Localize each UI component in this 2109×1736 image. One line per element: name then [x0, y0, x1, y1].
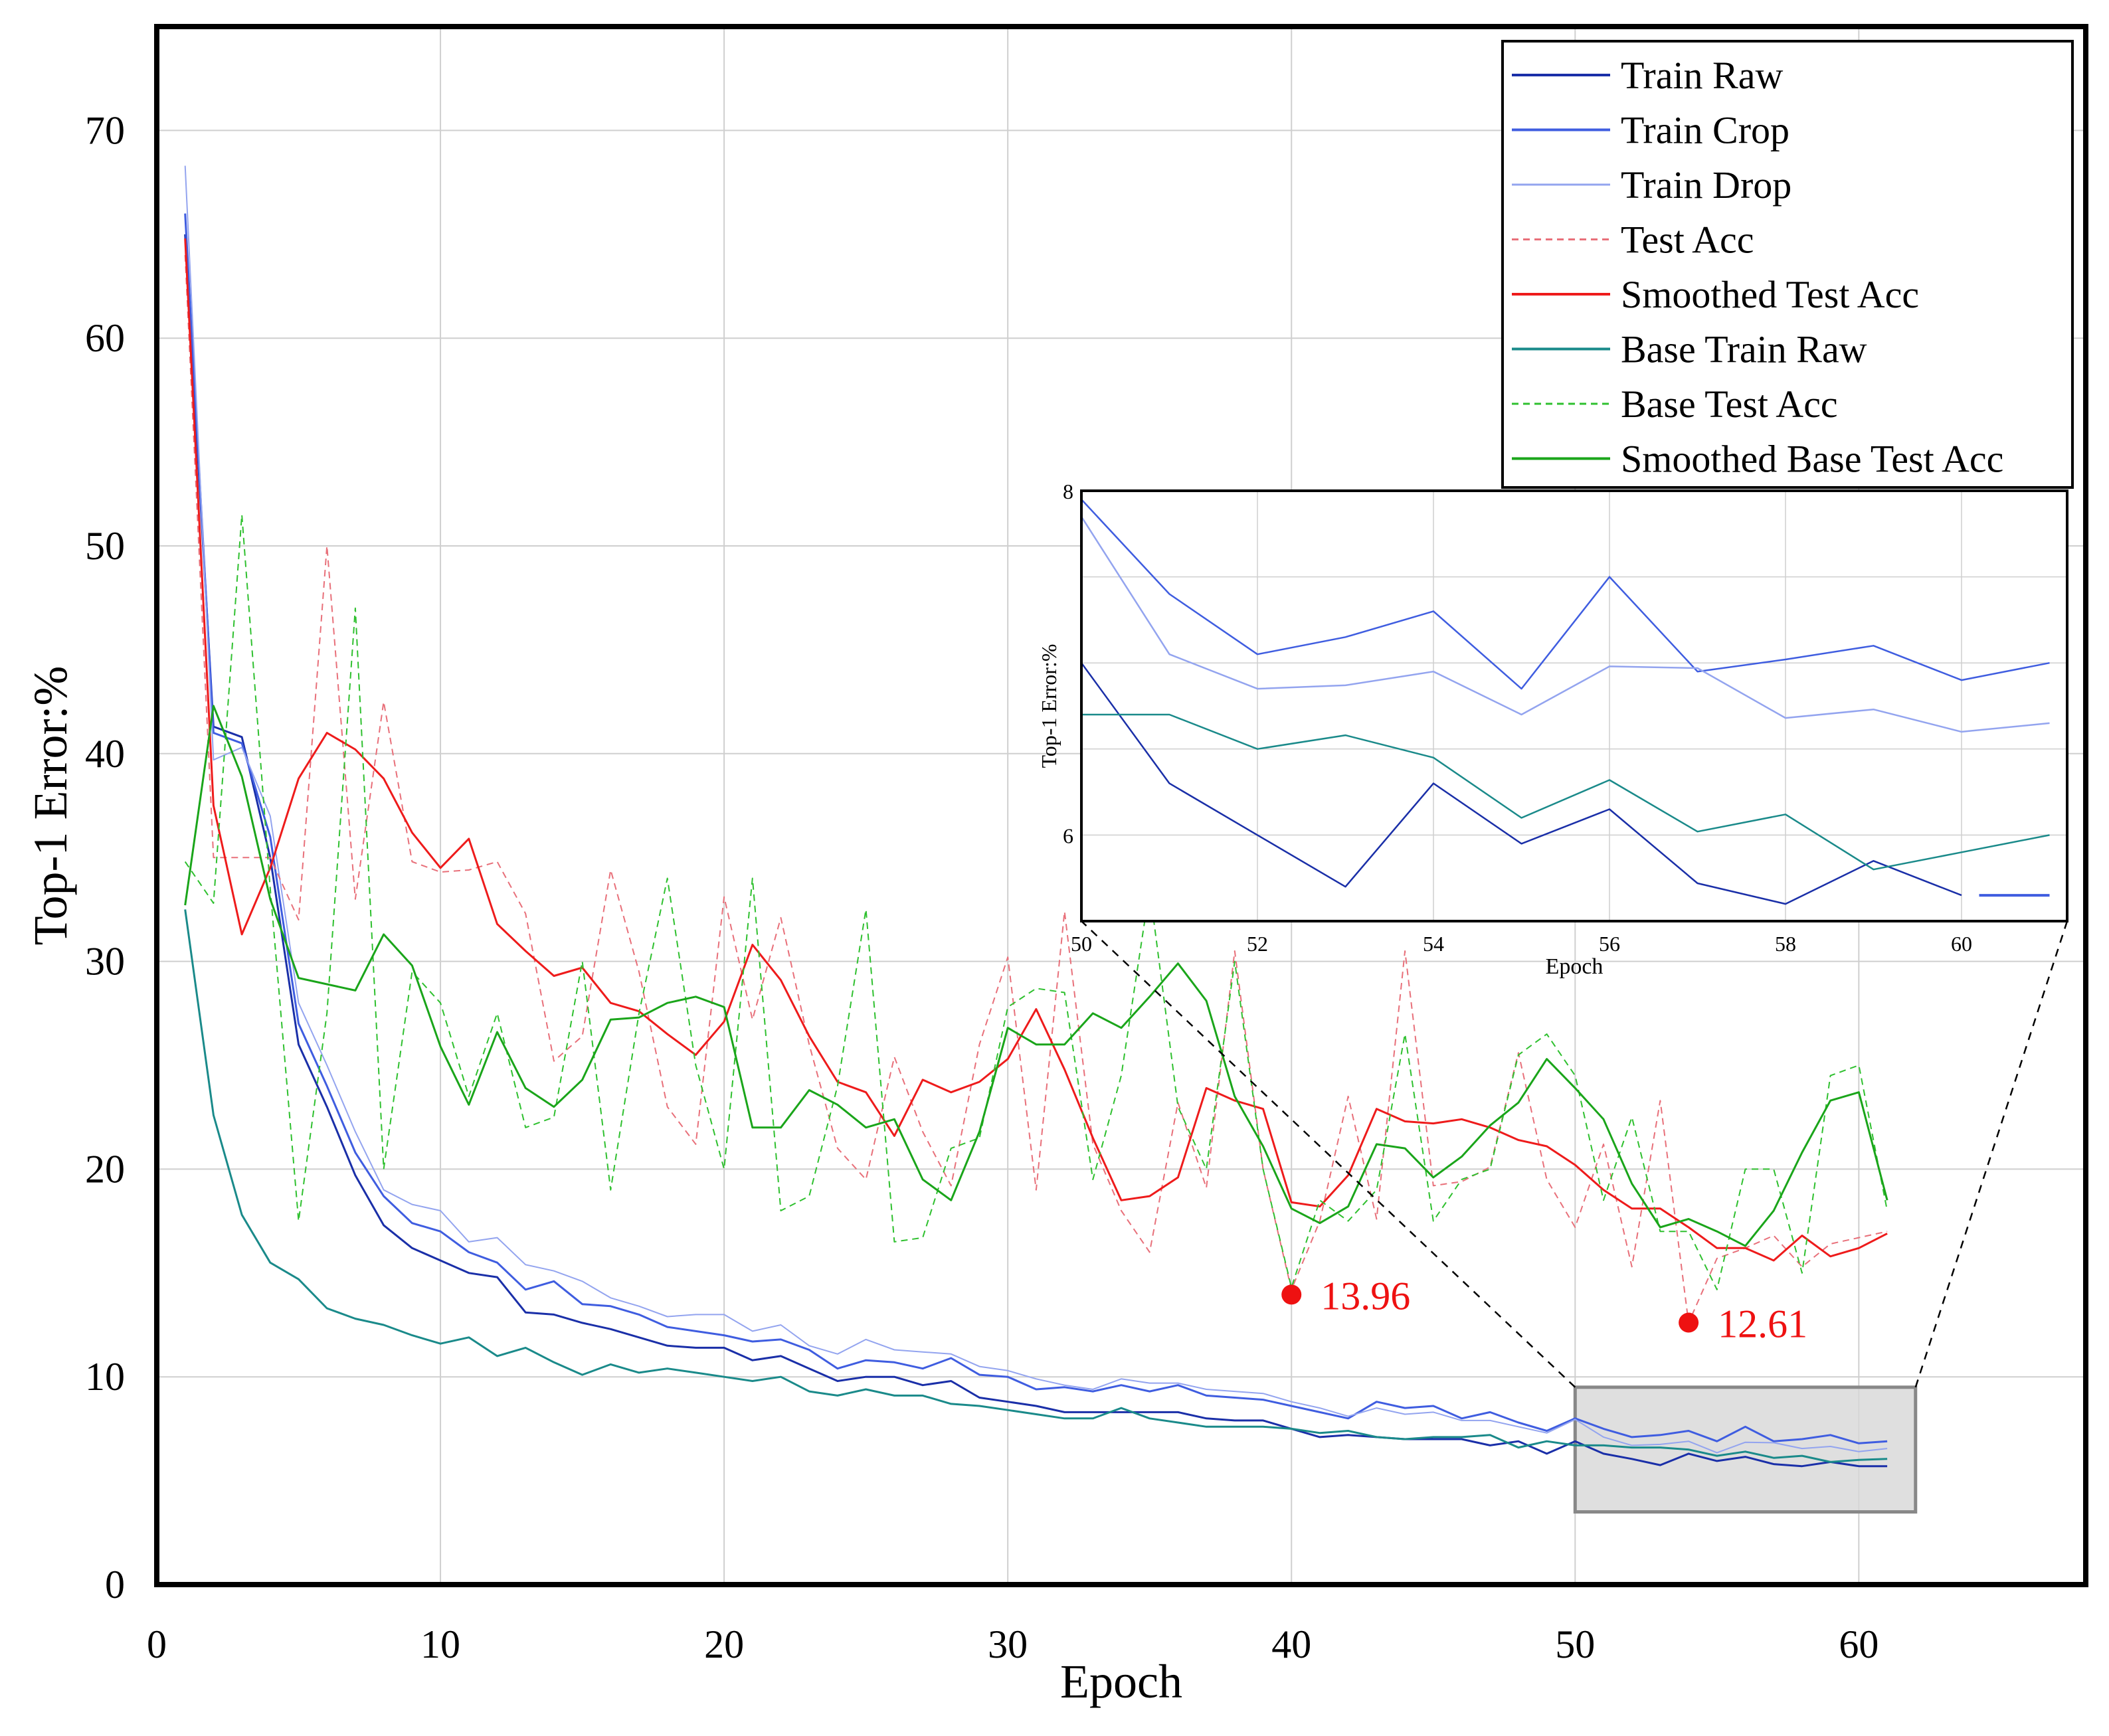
- legend-label: Smoothed Base Test Acc: [1621, 438, 2003, 481]
- inset-connectors: [1081, 920, 2068, 1388]
- inset-x-tick-label: 52: [1247, 932, 1268, 956]
- series-line-train-crop: [184, 213, 1888, 1444]
- legend-label: Test Acc: [1621, 218, 1754, 262]
- x-axis-label: Epoch: [1060, 1655, 1182, 1708]
- inset-frame: [1080, 489, 2068, 922]
- y-tick-label: 70: [85, 108, 125, 152]
- series-line-train-drop: [184, 165, 1888, 1454]
- series-line-smoothed-test-acc: [184, 238, 1888, 1262]
- main-series-group: [184, 165, 1888, 1468]
- x-tick-label: 60: [1839, 1622, 1879, 1666]
- y-tick-label: 10: [85, 1355, 125, 1399]
- x-tick-label: 50: [1555, 1622, 1595, 1666]
- inset-background: [1081, 491, 2067, 921]
- y-axis-label: Top-1 Error:%: [24, 666, 77, 946]
- inset-x-tick-label: 60: [1951, 932, 1972, 956]
- y-tick-label: 60: [85, 316, 125, 360]
- inset-series-line-train-drop: [1080, 516, 2050, 733]
- inset-y-axis-label: Top-1 Error:%: [1037, 644, 1061, 768]
- inset-series-line-base-train-raw: [1081, 713, 2050, 871]
- x-tick-label: 0: [147, 1622, 167, 1666]
- x-tick-label: 30: [988, 1622, 1028, 1666]
- inset-x-tick-label: 54: [1423, 932, 1444, 956]
- y-tick-label: 30: [85, 940, 125, 984]
- series-line-base-train-raw: [184, 909, 1888, 1463]
- x-tick-label: 10: [420, 1622, 460, 1666]
- legend-label: Train Crop: [1621, 109, 1789, 152]
- inset-x-tick-label: 56: [1599, 932, 1620, 956]
- legend-label: Train Drop: [1621, 163, 1791, 207]
- y-tick-label: 0: [105, 1563, 125, 1606]
- main-ticks: 0 10 20 30 40 50 60 0 10 20 30 40 50 60 70: [85, 108, 1879, 1666]
- x-tick-label: 20: [704, 1622, 744, 1666]
- inset-x-axis-label: Epoch: [1546, 954, 1604, 979]
- legend-label: Base Test Acc: [1621, 383, 1838, 426]
- x-tick-label: 40: [1271, 1622, 1311, 1666]
- legend-label: Smoothed Test Acc: [1621, 273, 1919, 316]
- legend-label: Train Raw: [1621, 54, 1783, 97]
- annotations-group: 13.96 12.61: [1281, 1274, 1807, 1346]
- annotation-label: 13.96: [1321, 1274, 1410, 1318]
- inset-connector-line: [1081, 920, 1576, 1388]
- annotation-marker: [1679, 1312, 1699, 1333]
- legend: Train Raw Train Crop Train Drop Test Acc Smo…: [1501, 40, 2074, 489]
- inset-y-tick-label: 8: [1063, 479, 1073, 503]
- plot-frame: [154, 24, 2088, 1587]
- annotation-label: 12.61: [1718, 1302, 1807, 1346]
- series-line-smoothed-base-test-acc: [184, 705, 1888, 1247]
- series-line-test-acc: [184, 255, 1888, 1324]
- y-tick-label: 40: [85, 732, 125, 776]
- inset-connector-line: [1914, 920, 2068, 1388]
- inset-y-tick-label: 6: [1063, 824, 1073, 847]
- inset-x-tick-label: 58: [1775, 932, 1796, 956]
- legend-frame: [1501, 40, 2074, 489]
- inset-x-tick-label: 50: [1071, 932, 1092, 956]
- y-tick-label: 50: [85, 524, 125, 568]
- inset-series-line-train-crop: [1081, 499, 2050, 690]
- inset-series-line-train-raw: [1080, 662, 1962, 905]
- series-line-train-raw: [184, 234, 1888, 1468]
- series-line-base-test-acc: [184, 514, 1888, 1290]
- inset-ticks: 50 52 54 56 58 60 6 8: [1063, 479, 1972, 956]
- zoom-region: [1573, 1385, 1918, 1514]
- legend-label: Base Train Raw: [1621, 328, 1867, 371]
- inset-series-group: [1080, 499, 2050, 905]
- zoom-box: [1573, 1385, 1918, 1514]
- annotation-marker: [1281, 1284, 1302, 1305]
- y-tick-label: 20: [85, 1147, 125, 1191]
